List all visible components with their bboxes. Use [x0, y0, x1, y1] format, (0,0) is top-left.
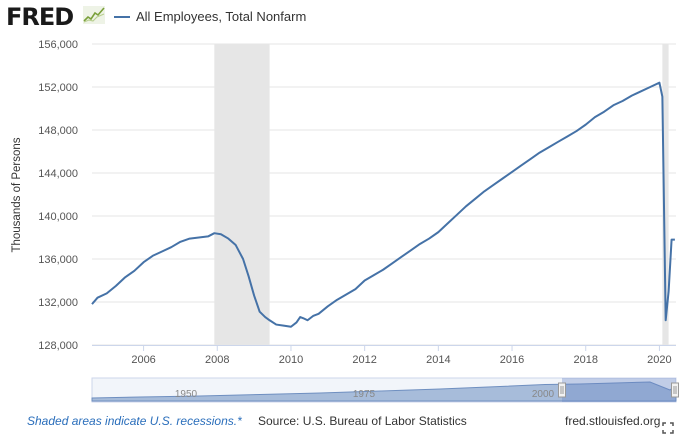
legend-label: All Employees, Total Nonfarm	[136, 9, 307, 24]
y-tick-label: 144,000	[38, 168, 78, 180]
y-tick-label: 128,000	[38, 340, 78, 352]
y-tick-label: 132,000	[38, 297, 78, 309]
navigator-handle-left[interactable]	[558, 382, 566, 398]
y-gridlines	[92, 43, 676, 346]
series-line-total-nonfarm[interactable]	[91, 81, 675, 328]
source-credit: Source: U.S. Bureau of Labor Statistics	[258, 414, 467, 428]
fullscreen-icon[interactable]	[662, 422, 674, 434]
x-tick-label: 2012	[352, 354, 376, 366]
y-tick-label: 136,000	[38, 254, 78, 266]
navigator-label: 1950	[175, 389, 198, 400]
y-axis-title: Thousands of Persons	[11, 137, 23, 252]
chart-footer: Shaded areas indicate U.S. recessions.* …	[0, 408, 680, 436]
navigator-label: 1975	[353, 389, 376, 400]
recession-band	[662, 44, 669, 345]
site-credit[interactable]: fred.stlouisfed.org	[565, 414, 661, 428]
legend-swatch	[114, 15, 130, 18]
recession-footnote-link[interactable]: Shaded areas indicate U.S. recessions.*	[27, 414, 242, 428]
range-navigator[interactable]: 1950 1975 2000	[91, 377, 679, 403]
chart-legend[interactable]: All Employees, Total Nonfarm	[114, 9, 306, 25]
recession-band	[214, 44, 270, 345]
y-tick-label: 148,000	[38, 125, 78, 137]
y-tick-label: 140,000	[38, 211, 78, 223]
recession-shading	[214, 44, 669, 345]
fred-logo[interactable]: FRED	[6, 3, 74, 31]
chart-area[interactable]: 128,000 132,000 136,000 140,000 144,000 148,0…	[0, 0, 680, 408]
y-axis-ticks: 128,000 132,000 136,000 140,000 144,000 148,0…	[38, 39, 78, 352]
x-axis-ticks: 2006 2008 2010 2012 2014 2016 2018 2020	[131, 345, 672, 366]
x-tick-label: 2016	[500, 354, 524, 366]
x-tick-label: 2020	[647, 354, 671, 366]
x-tick-label: 2010	[279, 354, 303, 366]
x-tick-label: 2014	[426, 354, 450, 366]
x-tick-label: 2018	[573, 354, 597, 366]
navigator-selected-range[interactable]	[562, 378, 676, 402]
x-tick-label: 2008	[205, 354, 229, 366]
x-tick-label: 2006	[131, 354, 155, 366]
navigator-label: 2000	[532, 389, 555, 400]
chart-header: FRED All Employees, Total Nonfarm	[0, 0, 680, 36]
navigator-handle-right[interactable]	[671, 382, 679, 398]
y-tick-label: 156,000	[38, 39, 78, 51]
fred-logo-graph-icon	[83, 6, 105, 24]
y-tick-label: 152,000	[38, 82, 78, 94]
